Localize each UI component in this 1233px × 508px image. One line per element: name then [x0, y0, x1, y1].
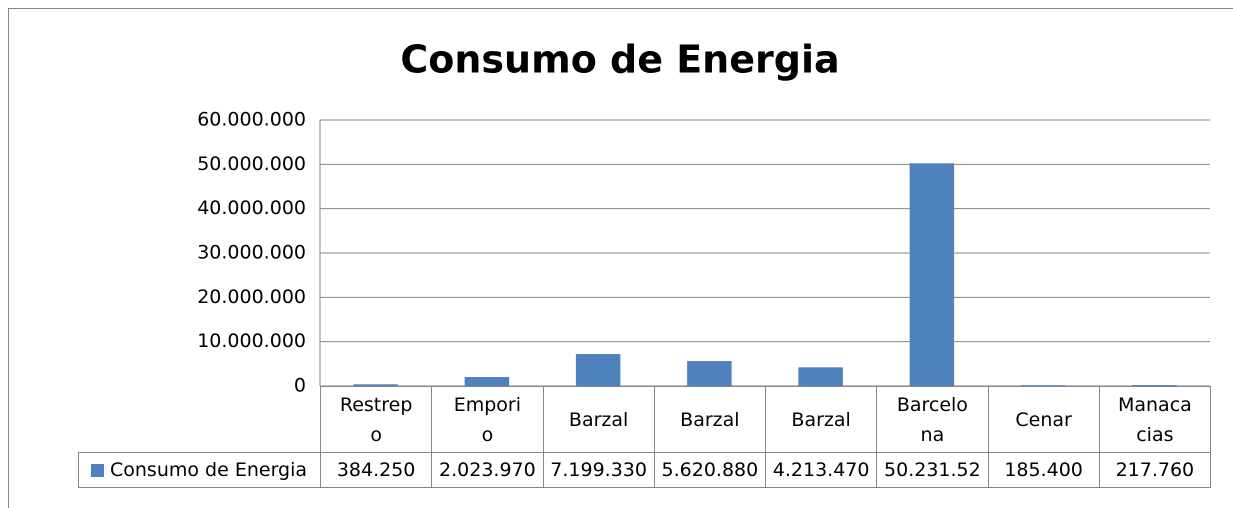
value-cell: 5.620.880: [653, 452, 766, 488]
legend-key: [91, 463, 104, 477]
chart-title: Consumo de Energia: [400, 38, 839, 82]
category-cell: Barcelona: [876, 386, 989, 453]
bar: [798, 367, 843, 386]
bar: [353, 384, 398, 386]
bar: [909, 163, 955, 386]
value-cell-text: 217.760: [1115, 459, 1195, 481]
category-cell: Manacacias: [1098, 386, 1211, 453]
value-cell: 50.231.52: [876, 452, 989, 488]
category-cell-text: Barzal: [680, 408, 740, 431]
category-cell-text: Cenar: [1015, 408, 1072, 431]
category-cell: Emporio: [431, 386, 544, 453]
category-cell-text: Barcelona: [896, 393, 968, 446]
legend-cell: Consumo de Energia: [78, 452, 321, 488]
value-cell: 217.760: [1098, 452, 1211, 488]
category-cell: Barzal: [653, 386, 766, 453]
category-cell-text: Restrepo: [339, 393, 413, 446]
category-cell-text: Emporio: [453, 393, 522, 446]
value-cell-text: 50.231.52: [884, 459, 981, 481]
value-cell-text: 185.400: [1004, 459, 1083, 481]
category-cell: Restrepo: [320, 386, 433, 453]
chart-border: [8, 8, 1233, 508]
value-cell: 384.250: [320, 452, 433, 488]
category-cell: Barzal: [765, 386, 878, 453]
value-cell-text: 2.023.970: [439, 459, 536, 481]
category-cell: Cenar: [987, 386, 1100, 453]
bar: [575, 354, 621, 386]
y-tick-label: 30.000.000: [197, 242, 306, 264]
value-cell: 4.213.470: [765, 452, 878, 488]
y-tick-label: 50.000.000: [197, 153, 306, 175]
category-cell: Barzal: [542, 386, 655, 453]
y-tick-label: 60.000.000: [197, 109, 306, 131]
y-tick-label: 40.000.000: [197, 197, 306, 219]
category-cell-text: Manacacias: [1117, 393, 1192, 446]
y-tick-label: 0: [294, 375, 306, 397]
value-cell-text: 5.620.880: [661, 459, 759, 481]
value-cell-text: 384.250: [336, 459, 416, 481]
category-cell-text: Barzal: [791, 408, 851, 431]
value-cell: 7.199.330: [542, 452, 655, 488]
legend-label: Consumo de Energia: [110, 459, 308, 481]
bar: [1020, 385, 1066, 386]
bar: [464, 377, 510, 386]
y-tick-label: 20.000.000: [197, 286, 306, 308]
category-cell-text: Barzal: [568, 408, 629, 431]
y-tick-label: 10.000.000: [197, 330, 306, 352]
value-cell-text: 7.199.330: [550, 459, 647, 481]
bar: [687, 361, 732, 386]
value-cell: 185.400: [987, 452, 1100, 488]
bar: [1132, 385, 1177, 386]
value-cell-text: 4.213.470: [772, 459, 870, 481]
value-cell: 2.023.970: [431, 452, 544, 488]
